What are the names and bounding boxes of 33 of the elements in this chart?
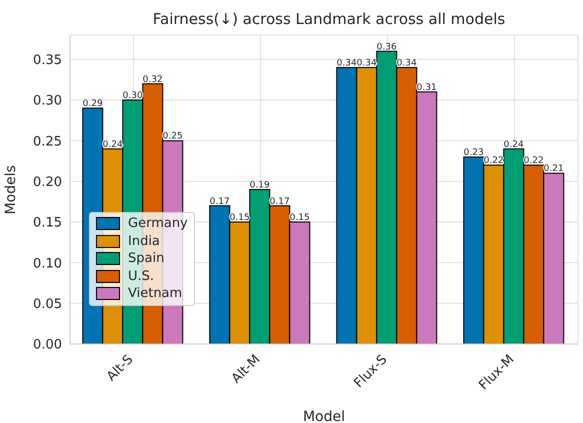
data-label: 0.25 — [162, 132, 183, 142]
data-label: 0.34 — [396, 58, 417, 69]
data-label: 0.17 — [270, 196, 290, 207]
legend-label: India — [128, 234, 160, 249]
data-label: 0.34 — [336, 58, 357, 69]
data-label: 0.36 — [376, 42, 397, 52]
y-tick-label: 0.00 — [33, 338, 62, 353]
data-label: 0.24 — [504, 140, 524, 150]
chart-title: Fairness(↓) across Landmark across all models — [152, 10, 506, 28]
data-label: 0.31 — [416, 82, 437, 93]
y-tick-label: 0.25 — [33, 134, 62, 150]
y-tick-label: 0.20 — [33, 174, 62, 190]
legend-label: Spain — [128, 251, 164, 266]
y-tick-label: 0.10 — [33, 256, 62, 272]
data-label: 0.32 — [142, 74, 163, 85]
y-tick-label: 0.05 — [33, 296, 62, 312]
legend-label: Vietnam — [128, 286, 182, 302]
legend-label: U.S. — [128, 268, 154, 284]
data-label: 0.21 — [544, 164, 564, 174]
data-label: 0.22 — [524, 156, 544, 166]
data-label: 0.15 — [230, 213, 250, 224]
data-label: 0.22 — [484, 156, 504, 166]
legend-label: Germany — [128, 216, 188, 232]
data-label: 0.19 — [250, 180, 270, 190]
y-axis-title: Models — [2, 165, 19, 214]
data-label: 0.29 — [82, 99, 103, 110]
y-tick-label: 0.30 — [33, 94, 62, 109]
data-label: 0.23 — [464, 148, 484, 158]
x-axis-title: Model — [302, 409, 346, 423]
y-tick-label: 0.15 — [33, 216, 62, 231]
y-tick-label: 0.35 — [33, 53, 62, 68]
data-label: 0.15 — [290, 213, 310, 224]
data-label: 0.17 — [210, 196, 230, 207]
